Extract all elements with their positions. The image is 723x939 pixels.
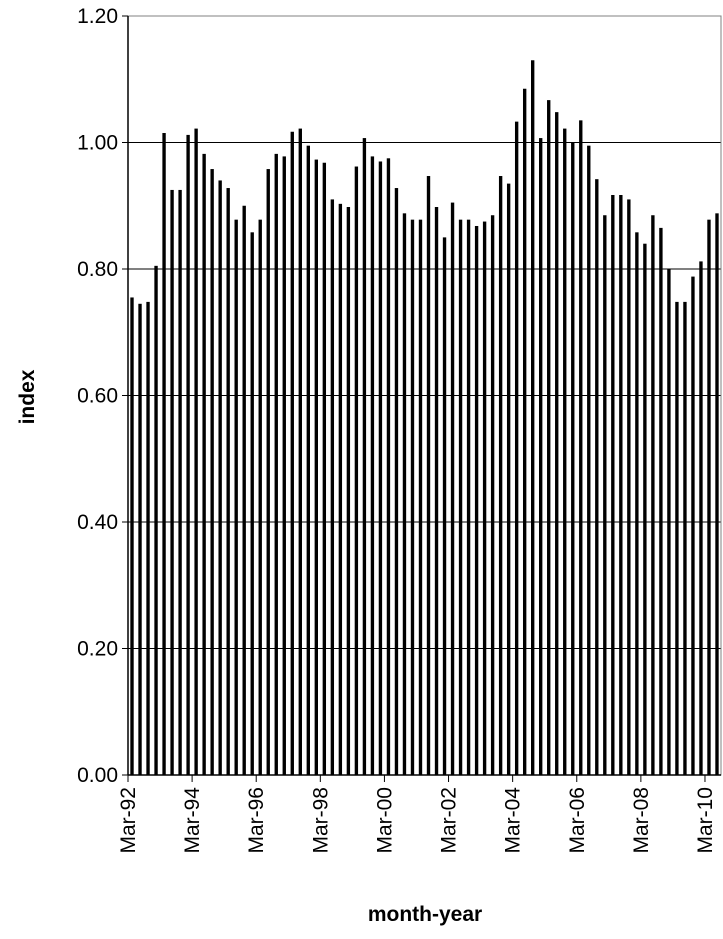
bar-Jun-92 [138,303,142,775]
bar-Sep-00 [402,213,407,776]
bar-Dec-98 [346,207,351,775]
bar-Jun-97 [298,128,302,776]
y-axis-title: index [16,369,39,424]
bar-Jun-10 [715,213,719,776]
bar-Sep-03 [498,176,503,775]
bar-Sep-02 [466,219,471,775]
x-tick-label: Mar-92 [117,787,140,854]
bar-Dec-00 [410,219,415,775]
bar-Mar-98 [322,162,327,776]
bar-Mar-06 [579,120,583,776]
bar-Mar-09 [675,301,679,775]
bar-Sep-93 [178,189,182,775]
bar-Sep-07 [627,199,631,776]
bar-Mar-93 [162,133,166,775]
x-tick-label: Mar-98 [309,787,332,854]
y-tick-label: 0.40 [77,511,118,534]
bar-Dec-96 [282,156,286,775]
bar-Jun-03 [490,215,495,776]
bar-Jun-95 [234,219,238,775]
x-tick-label: Mar-96 [245,787,268,854]
bar-Dec-08 [667,269,671,775]
y-axis-ticks: 0.00 0.20 0.40 0.60 0.80 1.00 1.20 [77,5,128,787]
bar-Dec-99 [378,161,383,776]
bar-Sep-96 [274,153,278,775]
bar-Dec-04 [539,138,543,775]
bar-Jun-02 [458,219,463,775]
bar-Dec-09 [699,261,703,775]
bar-Mar-92 [130,297,134,775]
y-tick-label: 0.60 [77,385,118,408]
bar-Sep-06 [595,179,599,775]
bar-Sep-04 [531,60,535,775]
bar-Mar-99 [354,166,359,775]
bar-Jun-05 [555,112,559,775]
bar-Sep-92 [146,301,150,775]
x-tick-label: Mar-00 [373,787,396,854]
x-axis-ticks: Mar-92 Mar-94 Mar-96 Mar-98 Mar-00 Mar-02 Mar-… [117,775,717,854]
bars [130,60,719,776]
bar-Jun-08 [651,215,655,776]
bar-Sep-08 [659,227,663,775]
x-tick-label: Mar-94 [181,787,204,854]
bar-Jun-96 [266,169,270,775]
bar-Mar-96 [258,219,262,775]
x-tick-label: Mar-06 [566,787,589,854]
bar-Jun-07 [619,195,623,775]
x-axis-title: month-year [368,903,482,926]
bar-Mar-07 [611,195,615,775]
bar-Sep-97 [306,145,310,775]
bar-Jun-94 [202,153,206,775]
bar-Jun-98 [330,199,335,776]
bar-Sep-98 [338,203,343,776]
bar-Mar-08 [643,243,647,775]
bar-Mar-04 [514,121,519,775]
bar-Jun-00 [394,188,399,776]
bar-Sep-01 [434,207,439,775]
bar-Mar-97 [290,131,294,775]
bar-Mar-02 [450,202,455,776]
bar-Jun-93 [170,189,174,775]
y-tick-label: 1.00 [77,132,118,155]
bar-Dec-94 [218,180,222,775]
bar-Jun-01 [426,176,431,775]
bar-Jun-04 [522,88,527,776]
bar-Jun-99 [362,138,367,775]
bar-Dec-06 [603,215,607,776]
bar-Dec-95 [250,232,254,775]
bar-Mar-05 [547,100,551,776]
bar-Mar-01 [418,219,423,775]
bar-Dec-07 [635,232,639,775]
x-tick-label: Mar-02 [438,787,461,854]
bar-Dec-97 [314,159,318,775]
bar-Jun-06 [587,145,591,775]
bar-Dec-02 [474,225,479,776]
bar-Sep-09 [691,276,695,775]
bar-Mar-00 [386,158,391,775]
bar-Mar-10 [707,219,711,775]
bar-Sep-95 [242,205,246,775]
y-tick-label: 0.20 [77,638,118,661]
bar-Mar-95 [226,188,230,776]
x-tick-label: Mar-10 [694,787,717,854]
bar-Jun-09 [683,301,687,775]
x-tick-label: Mar-04 [502,787,525,854]
bar-Dec-03 [506,183,511,776]
bar-Sep-99 [370,156,375,775]
x-tick-label: Mar-08 [630,787,653,854]
y-tick-label: 0.00 [77,764,118,787]
bar-Dec-05 [571,142,575,775]
bar-Mar-03 [482,221,487,775]
bar-Sep-94 [210,169,214,775]
bar-Mar-94 [194,128,198,776]
bar-Dec-92 [154,265,158,775]
bar-Sep-05 [563,128,567,776]
y-tick-label: 1.20 [77,5,118,28]
bar-Dec-93 [186,134,190,775]
gridlines [128,15,721,649]
bar-Dec-01 [442,237,447,776]
y-tick-label: 0.80 [77,258,118,281]
